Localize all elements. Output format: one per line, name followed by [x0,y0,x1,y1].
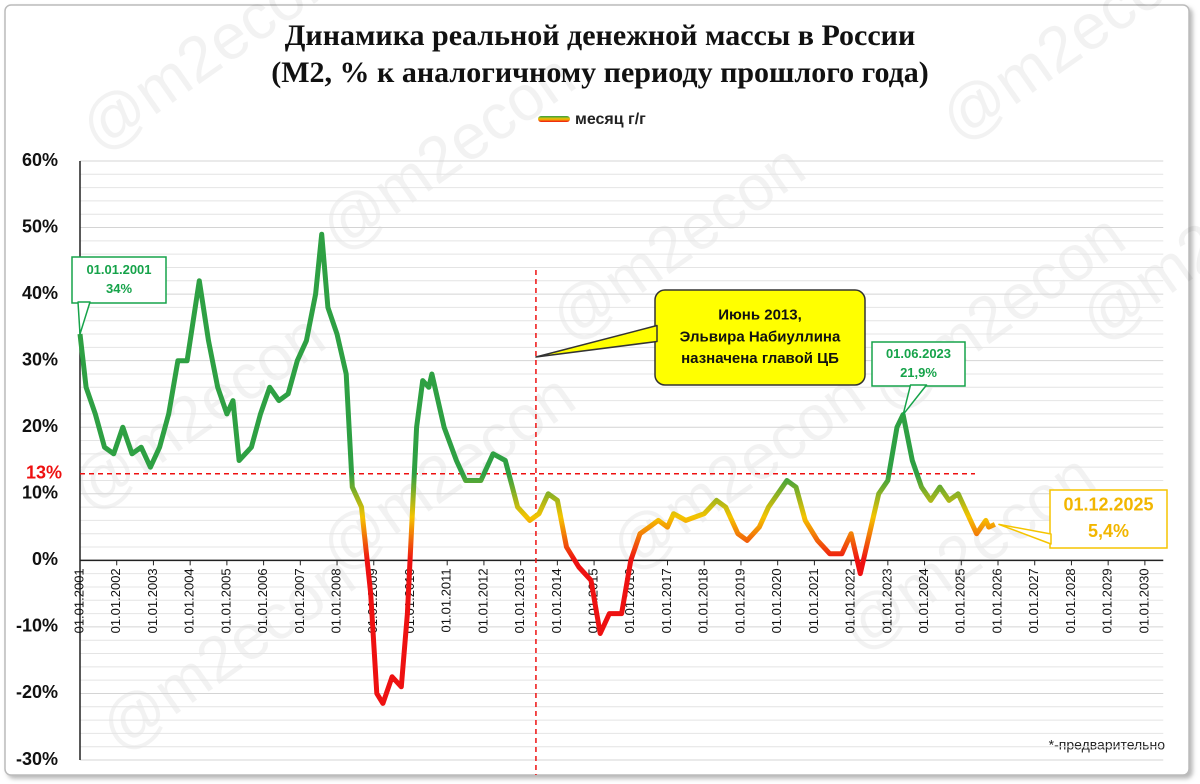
callout-text: назначена главой ЦБ [681,350,839,367]
y-tick-label: 50% [22,216,58,236]
y-tick-label: 20% [22,416,58,436]
x-tick-label: 01.01.2005 [218,568,233,633]
callout-text: Июнь 2013, [718,307,802,324]
y-tick-label: -20% [16,682,58,702]
callout-pointer [535,324,658,358]
x-tick-label: 01.01.2030 [1136,568,1151,633]
y-tick-label: -10% [16,616,58,636]
x-tick-label: 01.01.2004 [182,568,197,633]
callout-text: Эльвира Набиуллина [680,328,841,345]
x-tick-label: 01.01.2023 [879,568,894,633]
x-tick-label: 01.01.2001 [71,568,86,633]
reference-label: 13% [26,463,62,483]
callout-text: 21,9% [900,365,937,380]
callout-text: 01.06.2023 [886,346,951,361]
y-tick-label: 10% [22,483,58,503]
x-tick-label: 01.01.2014 [549,568,564,633]
callout-box [1049,489,1168,549]
footnote: *-предварительно [1049,737,1166,753]
y-tick-label: -30% [16,749,58,769]
x-tick-label: 01.01.2028 [1063,568,1078,633]
x-tick-label: 01.01.2021 [806,568,821,633]
x-tick-label: 01.01.2002 [108,568,123,633]
callout-pointer [998,523,1052,545]
x-tick-label: 01.01.2025 [953,568,968,633]
frame [4,4,1190,776]
series-line [77,231,996,706]
y-tick-label: 60% [22,150,58,170]
legend-label: месяц г/г [575,111,646,128]
x-tick-label: 01.01.2017 [659,568,674,633]
callout-pointer [902,384,928,416]
callout-text: 5,4% [1088,521,1129,541]
x-tick-label: 01.01.2012 [475,568,490,633]
x-tick-label: 01.01.2019 [732,568,747,633]
callout-box [71,256,167,304]
y-tick-label: 0% [32,549,58,569]
x-tick-label: 01.01.2006 [255,568,270,633]
chart-title: (М2, % к аналогичному периоду прошлого г… [271,56,929,89]
x-tick-label: 01.01.2020 [769,568,784,633]
x-tick-label: 01.01.2008 [328,568,343,633]
x-tick-label: 01.01.2003 [145,568,160,633]
y-tick-label: 30% [22,349,58,369]
x-tick-label: 01.01.2013 [512,568,527,633]
y-tick-label: 40% [22,283,58,303]
x-tick-label: 01.01.2029 [1100,568,1115,633]
x-tick-label: 01.01.2007 [292,568,307,633]
chart-title: Динамика реальной денежной массы в Росси… [285,19,915,52]
legend-swatch [538,116,570,122]
callout-text: 01.01.2001 [86,262,151,277]
x-tick-label: 01.01.2027 [1026,568,1041,633]
x-tick-label: 01.01.2011 [439,568,454,632]
callout-text: 34% [106,281,132,296]
x-tick-label: 01.01.2018 [696,568,711,633]
x-tick-label: 01.01.2022 [843,568,858,633]
callout-text: 01.12.2025 [1063,495,1153,515]
callout-pointer [77,301,91,335]
x-tick-label: 01.01.2026 [989,568,1004,633]
x-tick-label: 01.01.2024 [916,568,931,633]
